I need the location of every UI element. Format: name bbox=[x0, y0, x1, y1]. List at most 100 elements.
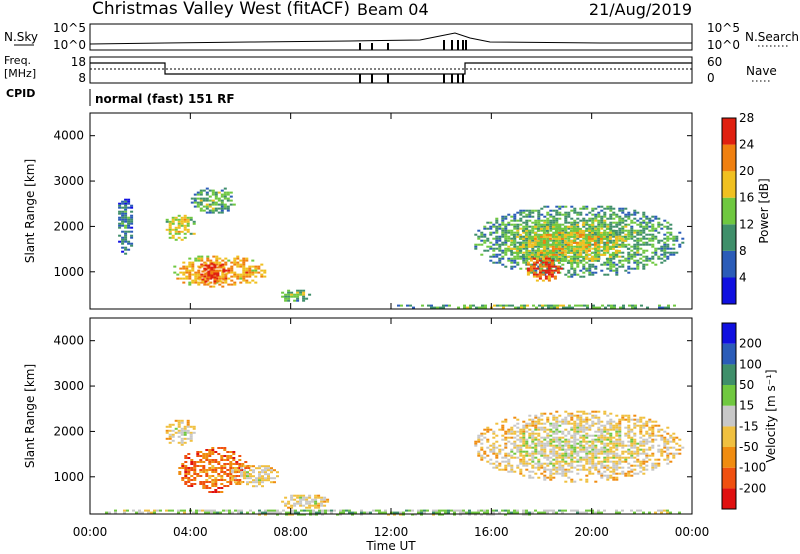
heatmap-cell bbox=[174, 226, 178, 229]
heatmap-cell bbox=[546, 221, 550, 224]
heatmap-cell bbox=[548, 249, 552, 252]
heatmap-cell bbox=[197, 269, 201, 272]
heatmap-cell bbox=[182, 277, 186, 280]
heatmap-cell bbox=[539, 239, 543, 242]
heatmap-cell bbox=[522, 420, 526, 423]
heatmap-cell bbox=[501, 263, 505, 266]
x-tick-label: 00:00 bbox=[675, 525, 710, 539]
heatmap-cell bbox=[504, 420, 508, 423]
heatmap-cell bbox=[525, 511, 528, 514]
heatmap-cell bbox=[531, 231, 535, 234]
heatmap-cell bbox=[519, 235, 523, 238]
heatmap-cell bbox=[573, 420, 577, 423]
heatmap-cell bbox=[636, 460, 640, 463]
y-tick-label: 1000 bbox=[53, 265, 84, 279]
heatmap-cell bbox=[273, 511, 276, 514]
heatmap-cell bbox=[483, 227, 487, 230]
heatmap-cell bbox=[546, 211, 550, 214]
heatmap-cell bbox=[118, 218, 122, 221]
heatmap-cell bbox=[504, 251, 508, 254]
heatmap-cell bbox=[666, 511, 669, 514]
heatmap-cell bbox=[519, 460, 523, 463]
heatmap-cell bbox=[297, 511, 300, 514]
heatmap-cell bbox=[633, 452, 637, 455]
heatmap-cell bbox=[486, 430, 490, 433]
heatmap-cell bbox=[232, 203, 236, 206]
heatmap-cell bbox=[181, 463, 185, 465]
heatmap-cell bbox=[218, 275, 222, 278]
heatmap-cell bbox=[660, 245, 664, 248]
heatmap-cell bbox=[636, 509, 639, 512]
heatmap-cell bbox=[378, 509, 381, 512]
heatmap-cell bbox=[546, 509, 549, 512]
heatmap-cell bbox=[507, 470, 511, 473]
heatmap-cell bbox=[203, 277, 207, 280]
heatmap-cell bbox=[538, 269, 542, 272]
heatmap-cell bbox=[555, 221, 559, 224]
heatmap-cell bbox=[651, 251, 655, 254]
heatmap-cell bbox=[183, 218, 187, 221]
heatmap-cell bbox=[608, 245, 612, 248]
heatmap-cell bbox=[594, 480, 598, 483]
heatmap-cell bbox=[642, 221, 646, 224]
heatmap-cell bbox=[667, 304, 670, 307]
heatmap-cell bbox=[547, 271, 551, 274]
heatmap-cell bbox=[233, 263, 237, 266]
heatmap-cell bbox=[563, 227, 567, 230]
colorbar-swatch bbox=[722, 144, 736, 172]
heatmap-cell bbox=[531, 418, 535, 421]
heatmap-cell bbox=[582, 410, 586, 413]
heatmap-cell bbox=[551, 227, 555, 230]
heatmap-cell bbox=[564, 454, 568, 457]
heatmap-cell bbox=[217, 203, 221, 206]
heatmap-cell bbox=[229, 473, 233, 475]
heatmap-cell bbox=[312, 511, 315, 514]
heatmap-cell bbox=[549, 468, 553, 471]
heatmap-cell bbox=[570, 223, 574, 226]
heatmap-cell bbox=[516, 227, 520, 230]
heatmap-cell bbox=[174, 228, 178, 231]
heatmap-cell bbox=[539, 237, 543, 240]
heatmap-cell bbox=[299, 494, 303, 497]
heatmap-cell bbox=[287, 297, 291, 300]
heatmap-cell bbox=[537, 265, 541, 268]
heatmap-cell bbox=[564, 438, 568, 441]
heatmap-cell bbox=[211, 465, 215, 467]
heatmap-cell bbox=[525, 223, 529, 226]
heatmap-cell bbox=[538, 275, 542, 278]
heatmap-cell bbox=[193, 461, 197, 463]
heatmap-cell bbox=[570, 452, 574, 455]
heatmap-cell bbox=[572, 241, 576, 244]
heatmap-cell bbox=[516, 511, 519, 514]
heatmap-cell bbox=[645, 263, 649, 266]
heatmap-cell bbox=[519, 468, 523, 471]
heatmap-cell bbox=[561, 464, 565, 467]
heatmap-cell bbox=[183, 236, 187, 239]
heatmap-cell bbox=[124, 248, 128, 251]
heatmap-cell bbox=[602, 251, 606, 254]
heatmap-cell bbox=[651, 426, 655, 429]
heatmap-cell bbox=[654, 420, 658, 423]
heatmap-cell bbox=[588, 211, 592, 214]
heatmap-cell bbox=[221, 263, 225, 266]
heatmap-cell bbox=[569, 261, 573, 264]
heatmap-cell bbox=[633, 426, 637, 429]
heatmap-cell bbox=[516, 450, 520, 453]
heatmap-cell bbox=[498, 227, 502, 230]
heatmap-cell bbox=[192, 220, 196, 223]
heatmap-cell bbox=[226, 197, 230, 200]
heatmap-cell bbox=[591, 509, 594, 512]
heatmap-cell bbox=[510, 430, 514, 433]
heatmap-cell bbox=[342, 509, 345, 512]
heatmap-cell bbox=[294, 509, 297, 512]
heatmap-cell bbox=[660, 428, 664, 431]
heatmap-cell bbox=[618, 422, 622, 425]
heatmap-cell bbox=[636, 472, 640, 475]
heatmap-cell bbox=[200, 273, 204, 276]
heatmap-cell bbox=[193, 201, 197, 204]
heatmap-cell bbox=[594, 464, 598, 467]
heatmap-cell bbox=[621, 472, 625, 475]
heatmap-cell bbox=[474, 440, 478, 443]
heatmap-cell bbox=[260, 273, 264, 276]
